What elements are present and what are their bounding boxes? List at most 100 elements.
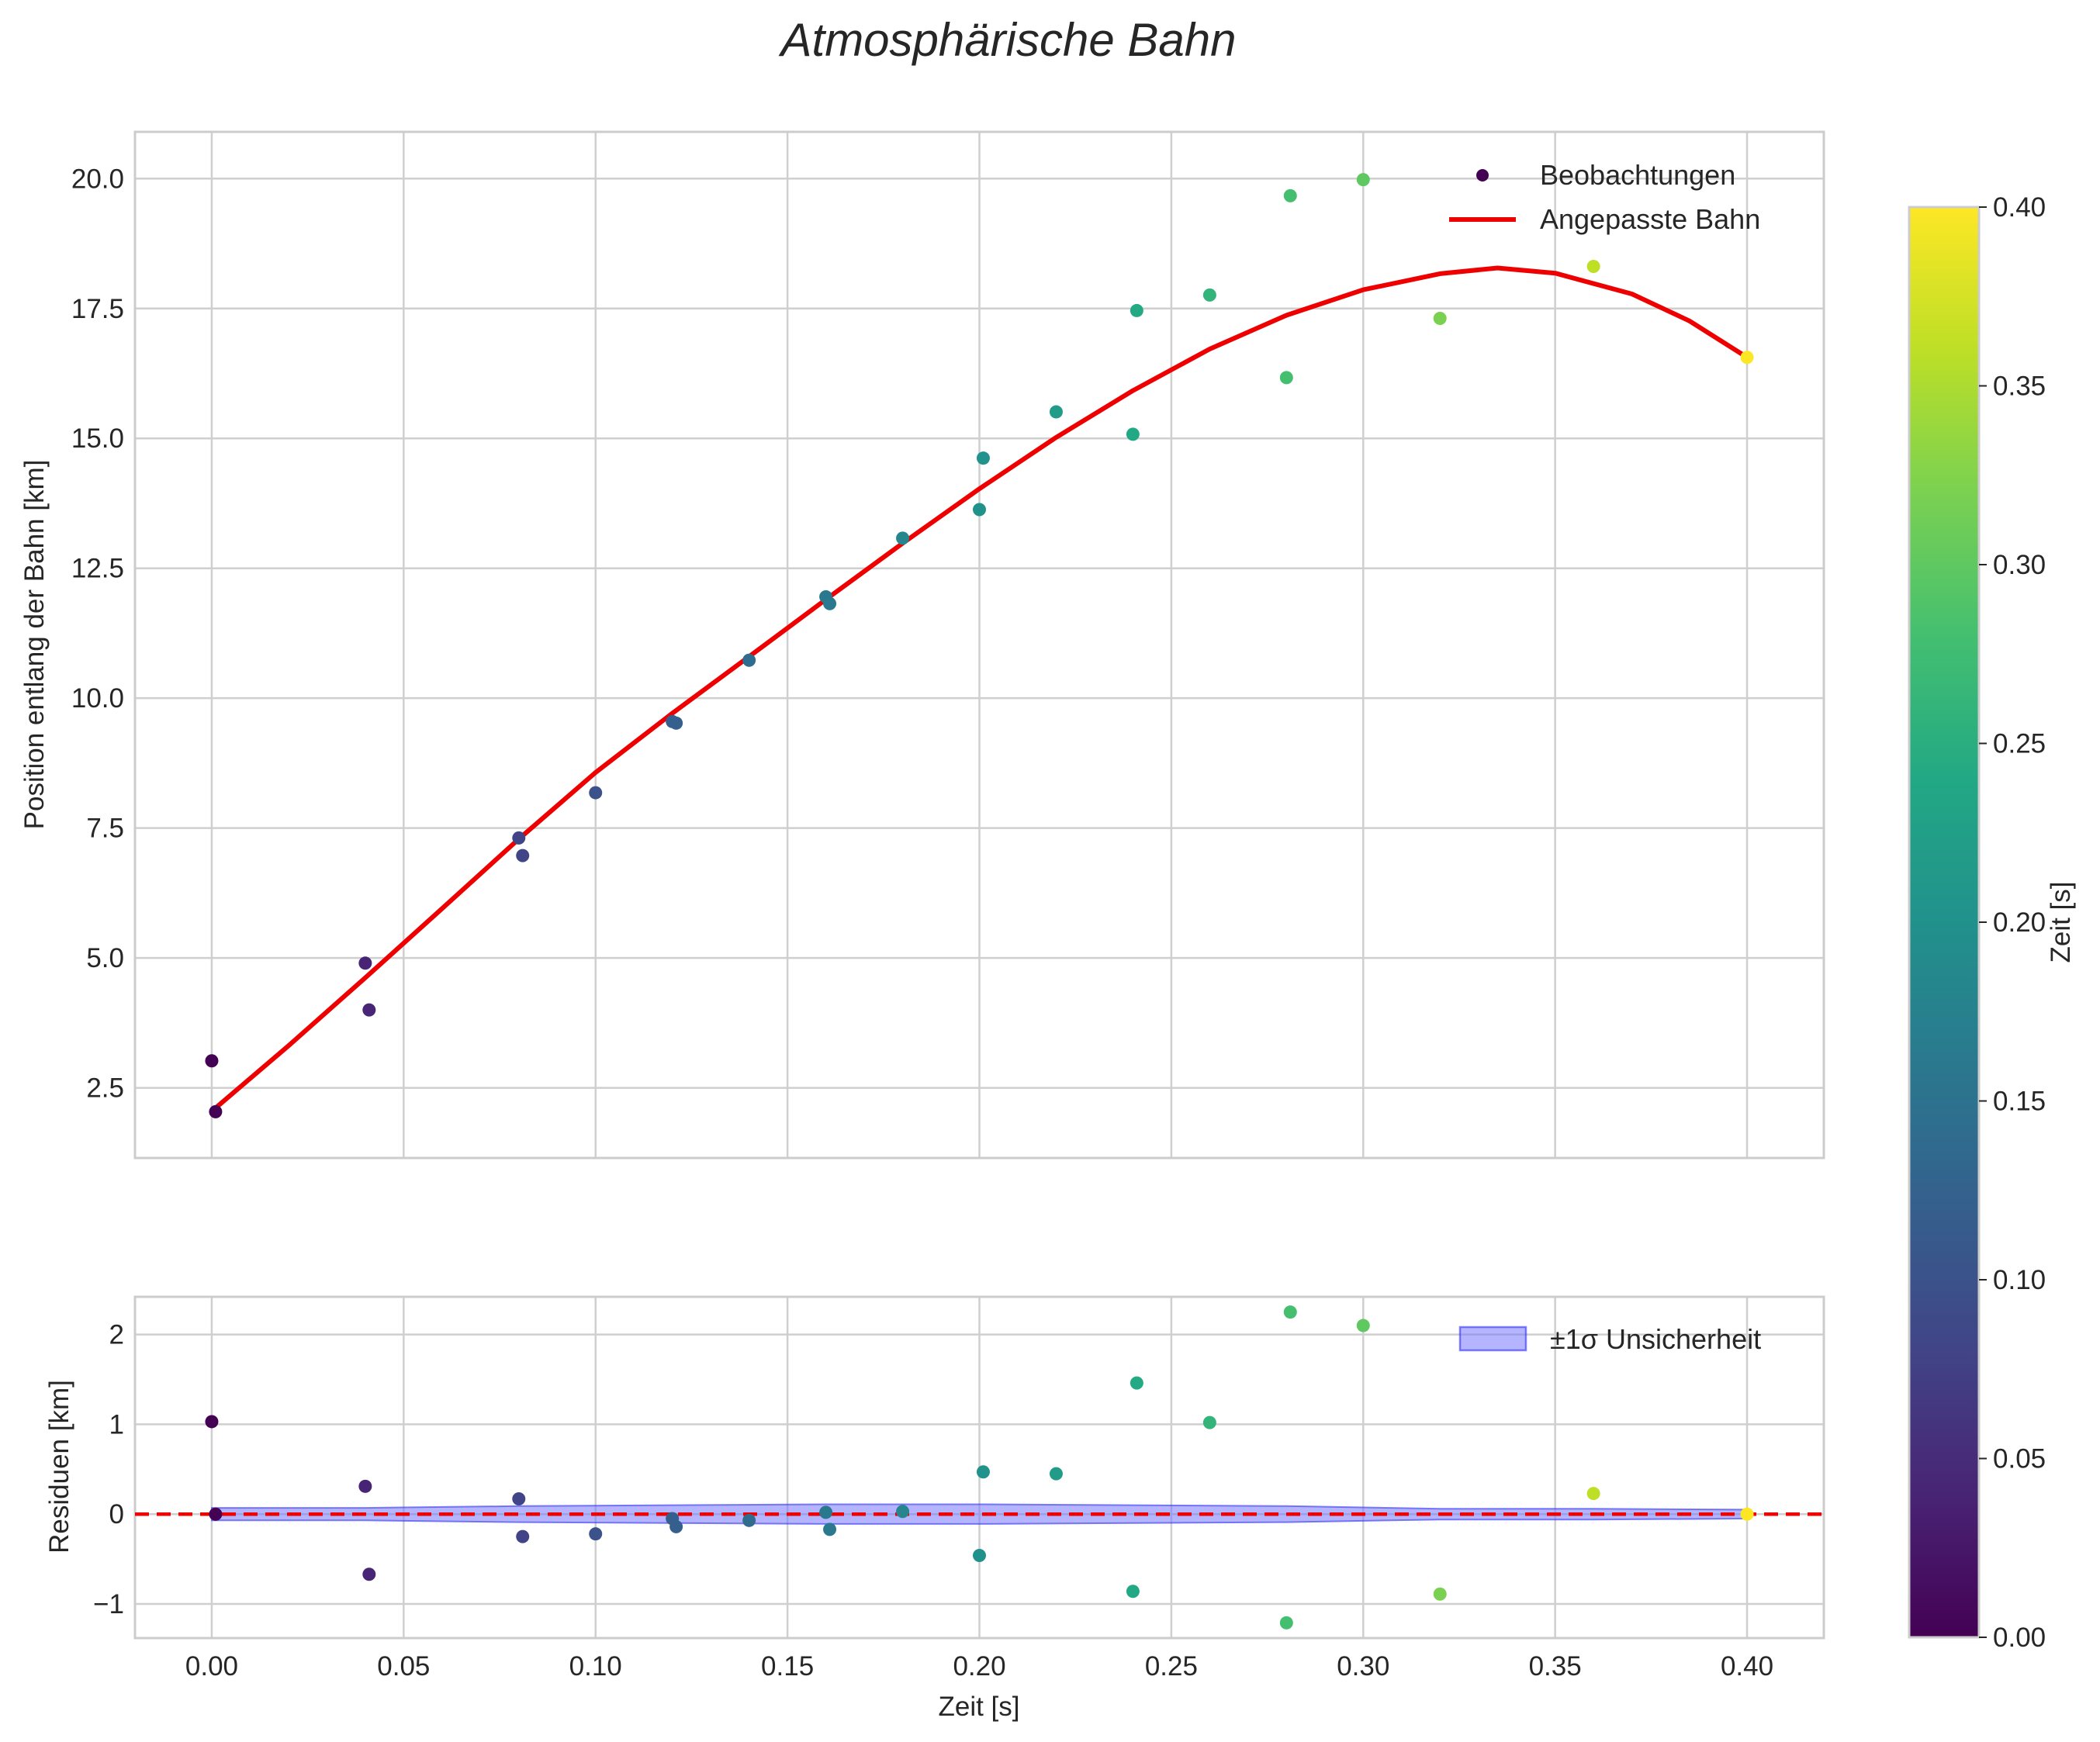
observation-point xyxy=(589,786,603,800)
observation-point xyxy=(1586,259,1600,273)
residual-plot-frame xyxy=(133,1295,1825,1640)
residual-point xyxy=(1130,1376,1143,1390)
residual-y-tick-label: 1 xyxy=(109,1409,124,1440)
observation-point xyxy=(1279,371,1293,385)
observation-point xyxy=(205,1054,219,1068)
main-y-tick-label: 10.0 xyxy=(71,683,124,714)
x-tick-label: 0.10 xyxy=(569,1651,622,1682)
main-y-tick-label: 12.5 xyxy=(71,554,124,584)
residual-point xyxy=(976,1465,990,1479)
main-plot: 2.5 5.0 7.5 10.0 12.5 15.0 17.5 20.0 Position e… xyxy=(19,130,1825,1160)
x-tick-label: 0.25 xyxy=(1145,1651,1198,1682)
residual-point xyxy=(512,1492,526,1506)
main-y-tick-label: 5.0 xyxy=(86,943,124,973)
x-tick-label: 0.40 xyxy=(1721,1651,1773,1682)
residual-y-tick-label: −1 xyxy=(93,1589,124,1619)
colorbar-tick-label: 0.15 xyxy=(1993,1087,2046,1117)
residual-point xyxy=(1433,1587,1447,1601)
observation-point xyxy=(976,451,990,465)
observation-point xyxy=(896,531,910,545)
colorbar-tick-label: 0.00 xyxy=(1993,1623,2046,1653)
x-tick-label: 0.05 xyxy=(377,1651,430,1682)
x-tick-label: 0.20 xyxy=(953,1651,1005,1682)
colorbar-tick-label: 0.30 xyxy=(1993,550,2046,580)
main-y-tick-label: 2.5 xyxy=(86,1073,124,1104)
observation-point xyxy=(358,956,372,970)
residual-x-ticks: 0.00 0.05 0.10 0.15 0.20 0.25 0.30 0.35 0.40 xyxy=(185,1651,1773,1682)
residual-point xyxy=(823,1523,837,1536)
residual-y-tick-label: 2 xyxy=(109,1320,124,1350)
observation-points xyxy=(205,173,1754,1118)
main-y-axis-label: Position entlang der Bahn [km] xyxy=(19,460,50,830)
main-y-tick-label: 20.0 xyxy=(71,164,124,194)
residual-point xyxy=(742,1513,756,1527)
main-legend: Beobachtungen Angepasste Bahn xyxy=(1449,159,1760,235)
observation-point xyxy=(1126,427,1140,441)
observation-point xyxy=(1283,188,1297,202)
residual-point xyxy=(1586,1487,1600,1501)
observation-point xyxy=(1049,405,1063,419)
residual-point xyxy=(1126,1585,1140,1599)
observation-point xyxy=(1202,288,1216,302)
observation-point xyxy=(1356,173,1370,187)
residual-point xyxy=(1049,1467,1063,1481)
residual-point xyxy=(1202,1415,1216,1429)
residual-point xyxy=(516,1529,530,1543)
residual-point xyxy=(209,1507,223,1521)
residual-y-ticks: −1 0 1 2 xyxy=(93,1320,124,1619)
main-y-tick-label: 15.0 xyxy=(71,423,124,454)
residual-points xyxy=(205,1305,1754,1630)
observation-point xyxy=(1433,311,1447,325)
legend-label-observations: Beobachtungen xyxy=(1540,159,1735,191)
colorbar-gradient xyxy=(1909,207,1979,1637)
colorbar-tick-label: 0.10 xyxy=(1993,1265,2046,1295)
residual-point xyxy=(1740,1507,1754,1521)
residual-point xyxy=(358,1479,372,1493)
main-y-tick-label: 7.5 xyxy=(86,814,124,844)
legend-label-uncertainty: ±1σ Unsicherheit xyxy=(1550,1323,1761,1355)
residual-point xyxy=(973,1548,986,1562)
legend-patch-uncertainty xyxy=(1458,1326,1527,1352)
main-y-tick-label: 17.5 xyxy=(71,294,124,324)
observation-point xyxy=(209,1104,223,1118)
main-y-ticks: 2.5 5.0 7.5 10.0 12.5 15.0 17.5 20.0 xyxy=(71,164,124,1103)
residual-point xyxy=(1279,1616,1293,1630)
main-plot-frame xyxy=(133,130,1825,1160)
fit-curve-layer xyxy=(210,265,1749,1113)
fit-curve xyxy=(210,265,1749,1113)
residual-point xyxy=(205,1415,219,1429)
x-axis-label: Zeit [s] xyxy=(938,1692,1019,1722)
chart-title: Atmosphärische Bahn xyxy=(779,14,1237,66)
x-tick-label: 0.15 xyxy=(761,1651,814,1682)
residual-y-axis-label: Residuen [km] xyxy=(44,1380,74,1554)
residual-point xyxy=(1283,1305,1297,1319)
residual-point xyxy=(896,1505,910,1519)
residual-point xyxy=(669,1519,683,1533)
colorbar: 0.00 0.05 0.10 0.15 0.20 0.25 0.30 0.35 0.40 Zei… xyxy=(1908,192,2076,1653)
legend-marker-observations xyxy=(1476,169,1489,181)
observation-point xyxy=(1740,351,1754,365)
residual-y-tick-label: 0 xyxy=(109,1499,124,1529)
residual-legend: ±1σ Unsicherheit xyxy=(1458,1323,1761,1355)
observation-point xyxy=(1130,303,1143,317)
colorbar-tick-label: 0.40 xyxy=(1993,192,2046,223)
observation-point xyxy=(973,503,986,517)
colorbar-tick-label: 0.35 xyxy=(1993,372,2046,402)
residual-point xyxy=(589,1527,603,1541)
colorbar-ticks: 0.00 0.05 0.10 0.15 0.20 0.25 0.30 0.35 0.40 xyxy=(1979,192,2046,1653)
x-tick-label: 0.30 xyxy=(1337,1651,1389,1682)
observation-point xyxy=(669,716,683,730)
legend-label-fit: Angepasste Bahn xyxy=(1540,203,1760,235)
observation-point xyxy=(512,831,526,845)
main-gridlines xyxy=(135,132,1824,1158)
colorbar-label: Zeit [s] xyxy=(2046,881,2076,963)
observation-point xyxy=(823,596,837,610)
colorbar-tick-label: 0.05 xyxy=(1993,1444,2046,1474)
residual-point xyxy=(362,1567,376,1581)
observation-point xyxy=(362,1003,376,1017)
residual-point xyxy=(1356,1319,1370,1332)
observation-point xyxy=(516,849,530,862)
colorbar-tick-label: 0.20 xyxy=(1993,907,2046,938)
